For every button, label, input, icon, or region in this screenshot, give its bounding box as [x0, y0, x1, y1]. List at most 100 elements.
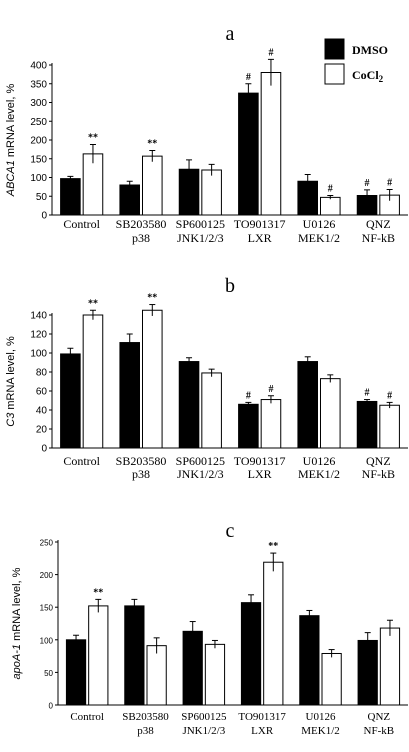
y-axis-label-gene: ABCA1 [5, 160, 17, 197]
y-tick-label: 20 [36, 425, 48, 436]
error-bar [153, 637, 160, 654]
error-bar [306, 609, 313, 621]
error-bar [267, 58, 274, 86]
bar-cocl2 [82, 314, 104, 449]
bar-cocl2 [379, 627, 401, 706]
category-sublabel: JNK1/2/3 [182, 725, 225, 737]
category-sublabel: MEK1/2 [298, 231, 340, 245]
error-bar [211, 639, 218, 649]
bar-dmso [60, 353, 81, 449]
category-label: Control [63, 217, 100, 231]
bar-cocl2 [146, 645, 167, 706]
category-label: TO901317 [238, 711, 286, 723]
significance-label: # [328, 184, 333, 195]
error-bar [304, 174, 311, 188]
significance-label: # [365, 178, 370, 189]
legend-swatch-cocl2 [324, 63, 345, 85]
error-bar [364, 189, 371, 202]
error-bar [364, 632, 371, 649]
bar-cocl2 [379, 404, 400, 449]
bar-dmso [238, 403, 259, 449]
y-tick-label: 100 [30, 349, 47, 360]
bar-cocl2 [88, 605, 109, 706]
bar-cocl2 [260, 72, 282, 216]
significance-label: ** [268, 541, 278, 552]
bar-cocl2 [321, 652, 342, 706]
significance-label: # [246, 72, 251, 83]
error-bar [89, 309, 96, 320]
error-bar [208, 163, 215, 176]
chart-panel-b: b 0 20 40 60 80 100 120 140 C3 mRNA level, % ** Con… [5, 275, 408, 481]
category-label: SB203580 [122, 711, 169, 723]
error-bar [245, 401, 252, 407]
panel-letter: c [226, 520, 235, 542]
error-bar [149, 304, 156, 316]
bar-cocl2 [260, 399, 282, 449]
y-tick-label: 60 [36, 387, 48, 398]
significance-label: ** [147, 293, 157, 304]
significance-label: # [387, 178, 392, 189]
bar-dmso [297, 361, 319, 449]
bar-dmso [238, 92, 259, 216]
error-bar [208, 368, 215, 377]
bar-cocl2 [201, 169, 222, 216]
y-tick-label: 250 [40, 539, 54, 548]
chart-panel-a: a 0 50 100 150 200 250 300 350 400 ABCA1 mRNA leve… [5, 23, 408, 245]
category-sublabel: p38 [132, 231, 150, 245]
category-sublabel: NF-kB [362, 467, 395, 481]
category-label: TO901317 [234, 217, 286, 231]
bar-dmso [182, 630, 203, 706]
error-bar [126, 333, 133, 352]
y-tick-label: 400 [30, 61, 47, 72]
y-axis-label: ABCA1 mRNA level, % [5, 84, 17, 198]
error-bar [304, 356, 311, 367]
y-tick-label: 50 [44, 669, 53, 678]
category-label: SP600125 [176, 217, 225, 231]
bar-dmso [124, 605, 145, 706]
category-label: Control [70, 711, 104, 723]
y-tick-label: 150 [30, 154, 47, 165]
error-bar [67, 175, 74, 181]
error-bar [186, 357, 193, 366]
error-bar [328, 649, 335, 658]
category-sublabel: JNK1/2/3 [177, 231, 224, 245]
category-label: SP600125 [181, 711, 227, 723]
error-bar [89, 144, 96, 164]
y-tick-label: 0 [49, 702, 54, 711]
y-axis-label-gene: apoA-1 [11, 644, 23, 679]
y-tick-label: 100 [40, 636, 54, 645]
category-sublabel: LXR [248, 467, 272, 481]
bar-dmso [240, 602, 262, 706]
bar-dmso [119, 342, 140, 449]
error-bar [186, 159, 193, 179]
panel-letter: a [226, 23, 235, 45]
y-tick-label: 0 [41, 444, 47, 455]
error-bar [386, 619, 393, 636]
significance-label: # [365, 388, 370, 399]
bar-cocl2 [142, 155, 163, 216]
y-tick-label: 100 [30, 173, 47, 184]
category-label: QNZ [368, 711, 391, 723]
category-sublabel: NF-kB [364, 725, 395, 737]
error-bar [270, 552, 277, 572]
error-bar [364, 399, 371, 404]
error-bar [189, 621, 196, 642]
error-bar [245, 83, 252, 103]
category-sublabel: p38 [137, 725, 154, 737]
y-tick-label: 0 [41, 211, 47, 222]
y-tick-label: 200 [40, 571, 54, 580]
chart-panel-c: c 0 50 100 150 200 250 apoA-1 mRNA level, % ** Co… [11, 520, 408, 737]
y-axis-label: C3 mRNA level, % [5, 336, 17, 427]
significance-label: # [268, 384, 273, 395]
y-tick-label: 300 [30, 98, 47, 109]
bar-dmso [357, 639, 378, 706]
category-sublabel: p38 [132, 467, 150, 481]
y-axis-label-unit: mRNA level, % [11, 567, 23, 644]
error-bar [267, 395, 274, 404]
category-label: SB203580 [116, 217, 167, 231]
category-sublabel: JNK1/2/3 [177, 467, 224, 481]
category-sublabel: LXR [248, 231, 272, 245]
legend-label-dmso: DMSO [352, 43, 388, 57]
legend: DMSO CoCl2 [324, 38, 388, 85]
